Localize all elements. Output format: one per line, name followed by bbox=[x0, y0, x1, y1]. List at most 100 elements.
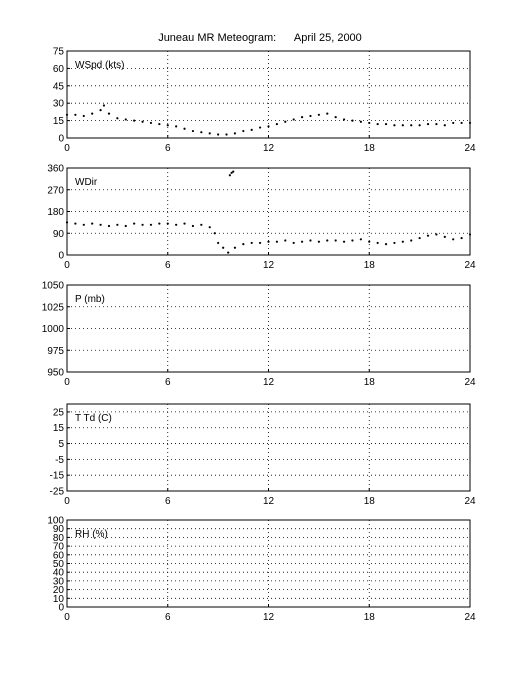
panel-1-data-point bbox=[292, 241, 295, 245]
panel-0-ytick-label: 75 bbox=[53, 47, 65, 58]
panel-0-data-point bbox=[275, 122, 278, 126]
panel-0-data-point bbox=[225, 133, 228, 136]
panel-1-ytick-label: 360 bbox=[47, 164, 64, 175]
panel-0-ytick-label: 30 bbox=[53, 99, 65, 110]
panel-0-data-point bbox=[326, 112, 329, 115]
panel-0-data-point bbox=[116, 117, 119, 120]
panel-1-ytick-label: 90 bbox=[53, 229, 65, 240]
panel-1-xtick-label: 0 bbox=[64, 260, 70, 271]
panel-0-data-point bbox=[443, 124, 446, 127]
panel-0-data-point bbox=[460, 121, 463, 125]
panel-0-data-point bbox=[393, 124, 396, 127]
panel-1-xtick-label: 18 bbox=[364, 260, 376, 271]
panel-1-ytick-label: 270 bbox=[47, 185, 64, 196]
panel-1-data-point bbox=[443, 235, 446, 238]
panel-4-label: RH (%) bbox=[75, 529, 108, 540]
panel-2-label: P (mb) bbox=[75, 294, 105, 305]
panel-4-ytick-label: 40 bbox=[53, 568, 65, 579]
panel-0-data-point bbox=[435, 122, 438, 126]
panel-0-data-point bbox=[99, 109, 102, 112]
panel-1-data-point bbox=[418, 236, 421, 240]
panel-0-data-point bbox=[102, 104, 106, 107]
panel-0-data-point bbox=[166, 124, 169, 127]
panel-1-data-point bbox=[227, 251, 230, 254]
panel-1-data-point bbox=[116, 223, 119, 226]
panel-1-data-point bbox=[351, 239, 354, 242]
panel-1-data-point bbox=[393, 241, 396, 245]
panel-4-ytick-label: 10 bbox=[53, 594, 65, 605]
panel-1-data-point bbox=[213, 232, 216, 235]
panel-0-data-point bbox=[426, 122, 430, 126]
panel-0-data-point bbox=[242, 129, 245, 133]
panel-0-label: WSpd (kts) bbox=[75, 60, 124, 71]
panel-0-data-point bbox=[452, 121, 455, 125]
panel-2-ytick-label: 975 bbox=[47, 346, 64, 357]
panel-1-data-point bbox=[275, 240, 278, 243]
panel-1-data-point bbox=[124, 224, 127, 228]
panel-0-xtick-label: 6 bbox=[165, 143, 171, 154]
panel-1-data-point bbox=[91, 222, 94, 225]
panel-0-data-point bbox=[418, 124, 421, 127]
panel-1-data-point bbox=[342, 240, 346, 243]
panel-0-data-point bbox=[124, 118, 127, 121]
panel-3-label: T Td (C) bbox=[75, 413, 112, 424]
panel-3-xtick-label: 24 bbox=[464, 496, 476, 507]
panel-4-ytick-label: 20 bbox=[53, 585, 65, 596]
panel-1-data-point bbox=[222, 246, 225, 249]
panel-1-data-point bbox=[175, 223, 178, 226]
panel-0-xtick-label: 24 bbox=[464, 143, 476, 154]
panel-1-data-point bbox=[158, 222, 161, 225]
panel-0-data-point bbox=[82, 114, 85, 118]
panel-3-xtick-label: 6 bbox=[165, 496, 171, 507]
panel-1-data-point bbox=[242, 243, 245, 246]
panel-1-data-point bbox=[435, 233, 438, 236]
panel-4-ytick-label: 50 bbox=[53, 559, 65, 570]
panel-1-data-point bbox=[334, 239, 337, 242]
panel-1-data-point bbox=[200, 223, 203, 226]
panel-2-ytick-label: 1025 bbox=[42, 302, 65, 313]
panel-0-data-point bbox=[342, 118, 346, 121]
panel-1-data-point bbox=[233, 246, 237, 249]
panel-4-xtick-label: 0 bbox=[64, 612, 70, 623]
panel-1-ytick-label: 0 bbox=[58, 251, 64, 262]
panel-3-xtick-label: 18 bbox=[364, 496, 376, 507]
panel-0-data-point bbox=[74, 113, 77, 116]
panel-1-data-point bbox=[65, 221, 69, 224]
panel-1-data-point bbox=[410, 239, 413, 242]
panel-0-data-point bbox=[91, 112, 94, 115]
panel-0-xtick-label: 0 bbox=[64, 143, 70, 154]
panel-0-data-point bbox=[292, 118, 295, 121]
panel-0-data-point bbox=[267, 125, 270, 128]
panel-1-data-point bbox=[359, 238, 362, 241]
panel-1-data-point bbox=[300, 240, 304, 243]
panel-1-data-point bbox=[149, 223, 153, 226]
panel-0-data-point bbox=[65, 113, 69, 116]
panel-1-data-point bbox=[384, 243, 388, 246]
panel-0-data-point bbox=[133, 119, 136, 122]
panel-0-data-point bbox=[191, 129, 195, 133]
panel-2-ytick-label: 1000 bbox=[42, 324, 65, 335]
panel-0-data-point bbox=[233, 132, 237, 135]
panel-0-data-point bbox=[208, 132, 211, 135]
panel-4-ytick-label: 80 bbox=[53, 533, 65, 544]
panel-1-data-point bbox=[166, 222, 169, 225]
panel-0-data-point bbox=[368, 121, 371, 125]
panel-0-data-point bbox=[107, 112, 111, 115]
panel-1-xtick-label: 6 bbox=[165, 260, 171, 271]
panel-0-ytick-label: 15 bbox=[53, 116, 65, 127]
panel-1-xtick-label: 24 bbox=[464, 260, 476, 271]
panel-0-data-point bbox=[317, 113, 320, 116]
panel-2-xtick-label: 0 bbox=[64, 377, 70, 388]
panel-0-data-point bbox=[284, 120, 287, 123]
panel-3-ytick-label: -15 bbox=[50, 471, 65, 482]
panel-0-data-point bbox=[183, 127, 186, 130]
panel-4-ytick-label: 90 bbox=[53, 524, 65, 535]
panel-3-xtick-label: 12 bbox=[263, 496, 275, 507]
panel-0-data-point bbox=[309, 114, 312, 118]
panel-0-data-point bbox=[217, 133, 220, 136]
panel-0-frame bbox=[66, 50, 471, 139]
panel-1-data-point bbox=[426, 234, 430, 237]
panel-0-data-point bbox=[376, 122, 379, 126]
panel-0-data-point bbox=[158, 122, 161, 126]
panel-1-data-point bbox=[326, 239, 329, 242]
